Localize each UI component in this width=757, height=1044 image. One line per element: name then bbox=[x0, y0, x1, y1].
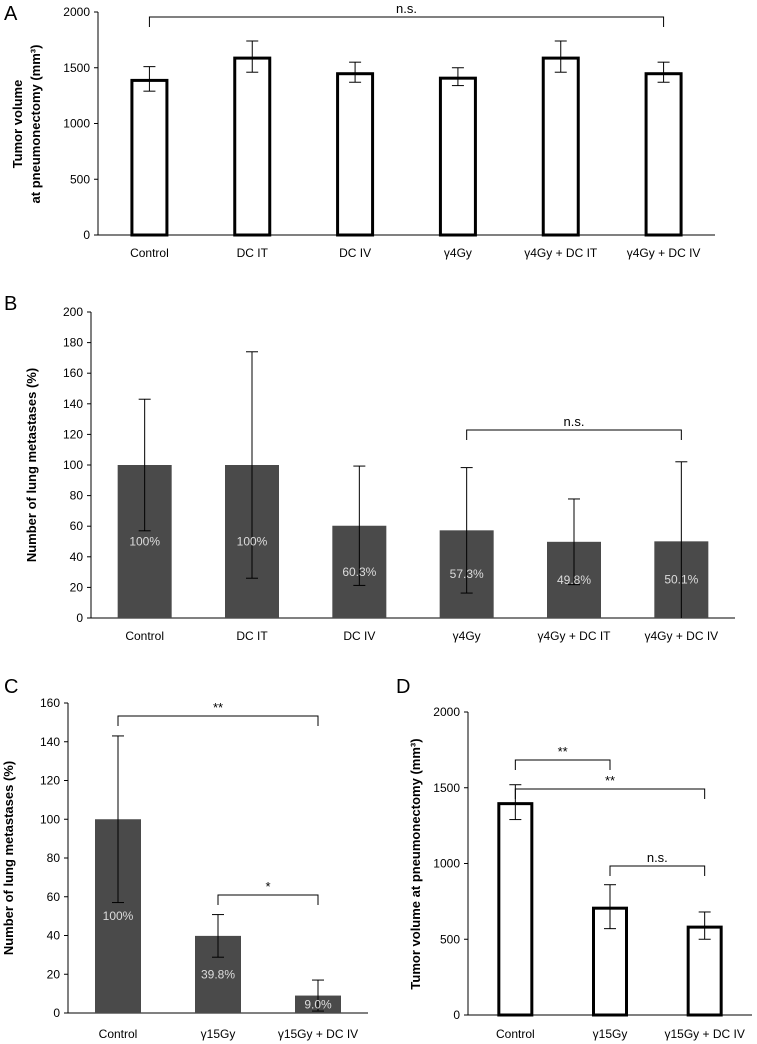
panel-d-category-label: γ15Gy + DC IV bbox=[664, 1027, 744, 1041]
panel-c-y-tick-label: 120 bbox=[40, 774, 60, 788]
panel-c-category-label: γ15Gy + DC IV bbox=[278, 1027, 358, 1041]
panel-a-y-tick-label: 2000 bbox=[63, 5, 90, 19]
panel-a-y-axis-label: at pneumonectomy (mm³) bbox=[28, 45, 43, 204]
panel-b-significance-label: n.s. bbox=[564, 414, 585, 429]
panel-c-letter: C bbox=[4, 676, 18, 698]
panel-a-category-label: Control bbox=[130, 246, 169, 260]
panel-c-y-axis-label: Number of lung metastases (%) bbox=[1, 761, 16, 955]
panel-b-category-label: Control bbox=[125, 629, 164, 643]
panel-c-value-label: 39.8% bbox=[201, 967, 235, 981]
panel-d-y-axis-label: Tumor volume at pneumonectomy (mm³) bbox=[408, 738, 423, 989]
panel-d-category-label: Control bbox=[496, 1027, 535, 1041]
panel-b-category-label: γ4Gy + DC IT bbox=[537, 629, 611, 643]
panel-c-chart: C 0 20 40 60 80 100 120 140 160 Number of lung met… bbox=[1, 676, 368, 1041]
panel-b-y-tick-label: 80 bbox=[70, 489, 84, 503]
panel-b-value-label: 57.3% bbox=[450, 567, 484, 581]
panel-d-bar bbox=[686, 925, 723, 1017]
panel-a-letter: A bbox=[4, 3, 18, 25]
panel-d-y-tick-label: 500 bbox=[440, 932, 460, 946]
panel-b-y-axis-label: Number of lung metastases (%) bbox=[24, 368, 39, 562]
panel-b-y-tick-label: 0 bbox=[76, 611, 83, 625]
panel-b-y-tick-label: 120 bbox=[63, 427, 83, 441]
panel-d-significance-label: ** bbox=[605, 773, 615, 788]
panel-b-y-tick-label: 180 bbox=[63, 336, 83, 350]
panel-c-value-label: 100% bbox=[103, 909, 134, 923]
panel-c-significance-bracket bbox=[217, 894, 319, 905]
panel-d-chart: D 0 500 1000 1500 2000 Tumor volume at pneumon… bbox=[396, 676, 752, 1041]
panel-b-category-label: DC IT bbox=[236, 629, 268, 643]
panel-a-bar bbox=[233, 56, 272, 237]
panel-b-category-label: γ4Gy bbox=[453, 629, 481, 643]
panel-a-y-tick-label: 1000 bbox=[63, 117, 90, 131]
panel-a-category-label: DC IV bbox=[339, 246, 371, 260]
panel-c-y-tick-label: 100 bbox=[40, 812, 60, 826]
panel-a-bar bbox=[130, 78, 169, 237]
panel-d-y-tick-label: 2000 bbox=[433, 705, 460, 719]
panel-b-y-tick-label: 60 bbox=[70, 519, 84, 533]
panel-c-significance-label: * bbox=[265, 879, 270, 894]
panel-d-y-tick-label: 1500 bbox=[433, 781, 460, 795]
panel-d-significance-bracket bbox=[514, 759, 611, 770]
panel-a-y-tick-label: 1500 bbox=[63, 61, 90, 75]
panel-c-category-label: γ15Gy bbox=[201, 1027, 236, 1041]
panel-b-value-label: 49.8% bbox=[557, 573, 591, 587]
panel-b-y-tick-label: 140 bbox=[63, 397, 83, 411]
panel-b-value-label: 50.1% bbox=[664, 573, 698, 587]
panel-c-y-tick-label: 60 bbox=[47, 890, 61, 904]
panel-a-y-tick-label: 500 bbox=[70, 172, 90, 186]
panel-b-value-label: 100% bbox=[237, 535, 268, 549]
panel-b-category-label: γ4Gy + DC IV bbox=[644, 629, 718, 643]
panel-b-category-label: DC IV bbox=[343, 629, 375, 643]
panel-a-chart: A 0 500 1000 1500 2000 Tumor volume at pneumone… bbox=[4, 1, 715, 260]
panel-b-y-tick-label: 160 bbox=[63, 366, 83, 380]
panel-a-category-label: γ4Gy + DC IT bbox=[524, 246, 598, 260]
panel-d-significance-label: ** bbox=[558, 744, 568, 759]
panel-b-y-tick-label: 20 bbox=[70, 580, 84, 594]
panel-c-y-tick-label: 40 bbox=[47, 929, 61, 943]
panel-b-y-tick-label: 100 bbox=[63, 458, 83, 472]
panel-a-category-label: DC IT bbox=[237, 246, 269, 260]
panel-c-significance-bracket bbox=[117, 715, 319, 726]
panel-c-value-label: 9.0% bbox=[304, 997, 332, 1011]
panel-d-significance-bracket bbox=[514, 788, 706, 799]
panel-c-y-tick-label: 0 bbox=[53, 1006, 60, 1020]
panel-a-bar bbox=[438, 76, 477, 237]
panel-b-letter: B bbox=[4, 293, 17, 315]
panel-d-significance-label: n.s. bbox=[647, 850, 668, 865]
panel-c-y-tick-label: 80 bbox=[47, 851, 61, 865]
panel-b-chart: B 0 20 40 60 80 100 120 140 160 180 200 Number of lu… bbox=[4, 293, 735, 643]
panel-a-y-axis-label: Tumor volume bbox=[10, 80, 25, 169]
panel-a-significance-bracket bbox=[148, 16, 665, 27]
panel-c-y-tick-label: 160 bbox=[40, 696, 60, 710]
panel-d-letter: D bbox=[396, 676, 410, 698]
panel-d-y-tick-label: 0 bbox=[453, 1008, 460, 1022]
panel-a-bar bbox=[336, 72, 375, 237]
panel-a-category-label: γ4Gy + DC IV bbox=[627, 246, 701, 260]
panel-c-significance-label: ** bbox=[213, 700, 223, 715]
panel-b-y-tick-label: 200 bbox=[63, 305, 83, 319]
panel-d-bar bbox=[497, 802, 534, 1017]
panel-c-y-tick-label: 140 bbox=[40, 735, 60, 749]
panel-a-bar bbox=[644, 72, 683, 237]
panel-c-y-tick-label: 20 bbox=[47, 967, 61, 981]
panel-d-category-label: γ15Gy bbox=[593, 1027, 628, 1041]
panel-a-significance-label: n.s. bbox=[396, 1, 417, 16]
panel-a-y-tick-label: 0 bbox=[83, 228, 90, 242]
panel-b-value-label: 60.3% bbox=[342, 565, 376, 579]
panel-a-category-label: γ4Gy bbox=[444, 246, 472, 260]
panel-a-bar bbox=[541, 56, 580, 237]
panel-d-y-tick-label: 1000 bbox=[433, 857, 460, 871]
panel-b-value-label: 100% bbox=[129, 535, 160, 549]
panel-d-significance-bracket bbox=[609, 865, 706, 876]
panel-b-significance-bracket bbox=[466, 429, 682, 440]
panel-b-y-tick-label: 40 bbox=[70, 550, 84, 564]
panel-c-category-label: Control bbox=[99, 1027, 138, 1041]
